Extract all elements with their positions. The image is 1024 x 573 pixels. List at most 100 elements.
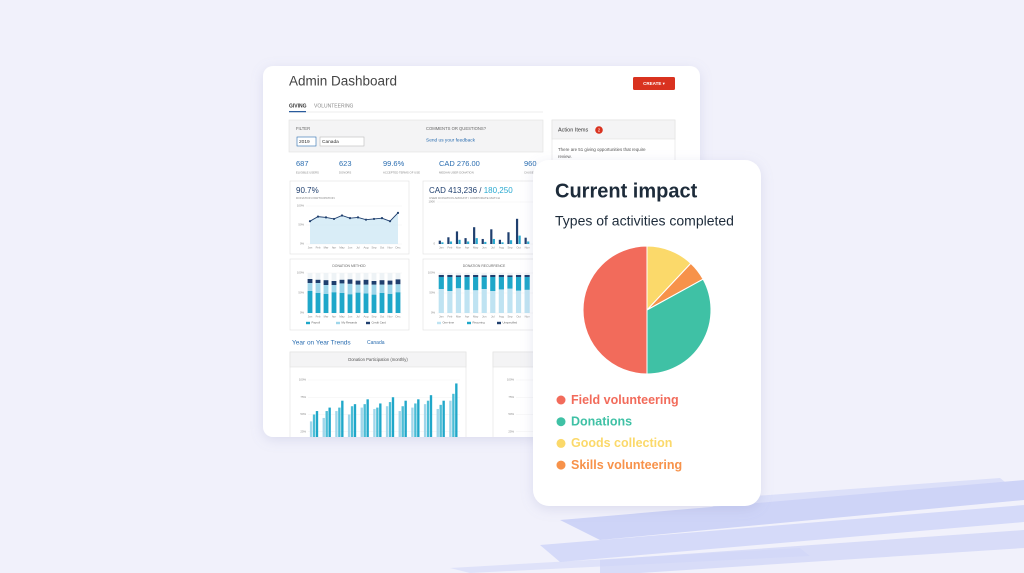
- y-tick-label: 100K: [428, 200, 435, 204]
- create-button-label[interactable]: CREATE ▾: [643, 81, 665, 86]
- panel: [422, 180, 546, 255]
- y-tick-label: 25%: [508, 429, 514, 433]
- action-items-text: There are 51 giving opportunities that r…: [558, 147, 646, 152]
- y-tick-label: 50%: [508, 412, 514, 416]
- stat-label: ELIGIBLE USERS: [296, 171, 319, 175]
- bar: [515, 218, 519, 244]
- x-tick-label: Nov: [388, 246, 394, 250]
- bar: [442, 400, 445, 437]
- bar: [501, 242, 504, 244]
- bar: [429, 395, 433, 437]
- x-tick-label: Jul: [356, 246, 360, 250]
- x-tick-label: Aug: [499, 315, 504, 319]
- x-tick-label: Jun: [482, 246, 487, 250]
- x-tick-label: Aug: [364, 315, 369, 319]
- x-tick-label: Jun: [482, 315, 487, 319]
- bar-segment: [379, 293, 385, 313]
- bar-segment: [395, 292, 401, 313]
- point: [340, 214, 344, 217]
- bar: [441, 242, 444, 244]
- tab[interactable]: VOLUNTEERING: [314, 103, 354, 109]
- bar-segment: [464, 275, 470, 277]
- x-tick-label: Nov: [525, 315, 531, 319]
- x-tick-label: Jul: [491, 246, 495, 250]
- bar-segment: [331, 292, 337, 313]
- bar-segment: [347, 279, 353, 284]
- point: [372, 217, 376, 221]
- bar-segment: [473, 290, 479, 313]
- panel-title: DONATION METHOD: [332, 264, 366, 268]
- legend-label: Credit Card: [372, 321, 387, 325]
- stat-label: DONORS: [339, 171, 351, 175]
- badge: [595, 126, 603, 134]
- section-title: Year on Year Trends: [292, 340, 351, 347]
- point: [388, 220, 392, 223]
- x-tick-label: Feb: [316, 246, 321, 250]
- action-items-title: Action Items: [558, 127, 589, 133]
- bar-segment: [371, 281, 377, 285]
- country-select-value[interactable]: Canada: [322, 139, 339, 145]
- legend-label: Payroll: [312, 321, 321, 325]
- x-tick-label: Feb: [316, 315, 321, 319]
- y-tick-label: 50%: [298, 223, 304, 227]
- y-tick-label: 50%: [300, 412, 306, 416]
- bar-segment: [515, 275, 522, 277]
- y-tick-label: 100%: [297, 271, 305, 275]
- point: [316, 215, 320, 218]
- x-tick-label: Jul: [356, 315, 360, 319]
- x-tick-label: Jul: [491, 315, 495, 319]
- y-tick-label: 0: [433, 242, 435, 246]
- bar: [417, 399, 420, 437]
- y-tick-label: 0%: [300, 311, 305, 315]
- section-filter[interactable]: Canada: [367, 340, 385, 346]
- bar-segment: [438, 289, 444, 313]
- stat-label: MEDIAN USER DONATION: [439, 171, 474, 175]
- x-tick-label: May: [339, 315, 345, 319]
- stat-value: 687: [296, 159, 309, 168]
- x-tick-label: Jan: [439, 246, 444, 250]
- year-select[interactable]: [296, 136, 317, 147]
- legend-label: Field volunteering: [571, 393, 679, 407]
- panel-title: DONATION RECURRENCE: [463, 264, 506, 268]
- create-button[interactable]: [633, 77, 675, 90]
- bar: [449, 400, 452, 437]
- legend-label: My Rewards: [342, 321, 358, 325]
- tab[interactable]: GIVING: [289, 103, 307, 109]
- bar-segment: [339, 293, 345, 313]
- bar-segment: [481, 275, 487, 277]
- bar-segment: [339, 279, 345, 284]
- bar: [309, 421, 313, 437]
- country-select[interactable]: [319, 136, 365, 147]
- x-tick-label: Apr: [332, 315, 336, 319]
- x-tick-label: Oct: [516, 315, 521, 319]
- bar: [376, 407, 379, 437]
- bar: [439, 404, 442, 437]
- bar: [411, 407, 414, 437]
- point: [380, 217, 384, 220]
- bar: [379, 403, 382, 437]
- legend-swatch: [437, 321, 441, 325]
- feedback-link[interactable]: Send us your feedback: [426, 137, 476, 143]
- bar: [373, 408, 376, 437]
- bar-segment: [524, 289, 530, 313]
- bar-segment: [515, 277, 522, 291]
- bar: [426, 400, 430, 437]
- point: [356, 216, 360, 219]
- bar-segment: [387, 293, 393, 313]
- x-tick-label: Nov: [388, 315, 394, 319]
- stat-value: 960: [524, 159, 537, 168]
- brush-strokes: [450, 478, 1024, 573]
- bar-segment: [363, 284, 369, 294]
- bar-segment: [438, 275, 444, 277]
- bar: [509, 240, 513, 244]
- legend-label: One-time: [443, 321, 455, 325]
- year-select-value[interactable]: 2019: [299, 139, 310, 145]
- x-tick-label: Sep: [507, 246, 512, 250]
- x-tick-label: Feb: [447, 246, 452, 250]
- x-tick-label: Mar: [456, 315, 461, 319]
- bar: [481, 238, 484, 244]
- y-tick-label: 75%: [508, 395, 514, 399]
- bar-segment: [447, 277, 453, 291]
- x-tick-label: Jun: [348, 246, 353, 250]
